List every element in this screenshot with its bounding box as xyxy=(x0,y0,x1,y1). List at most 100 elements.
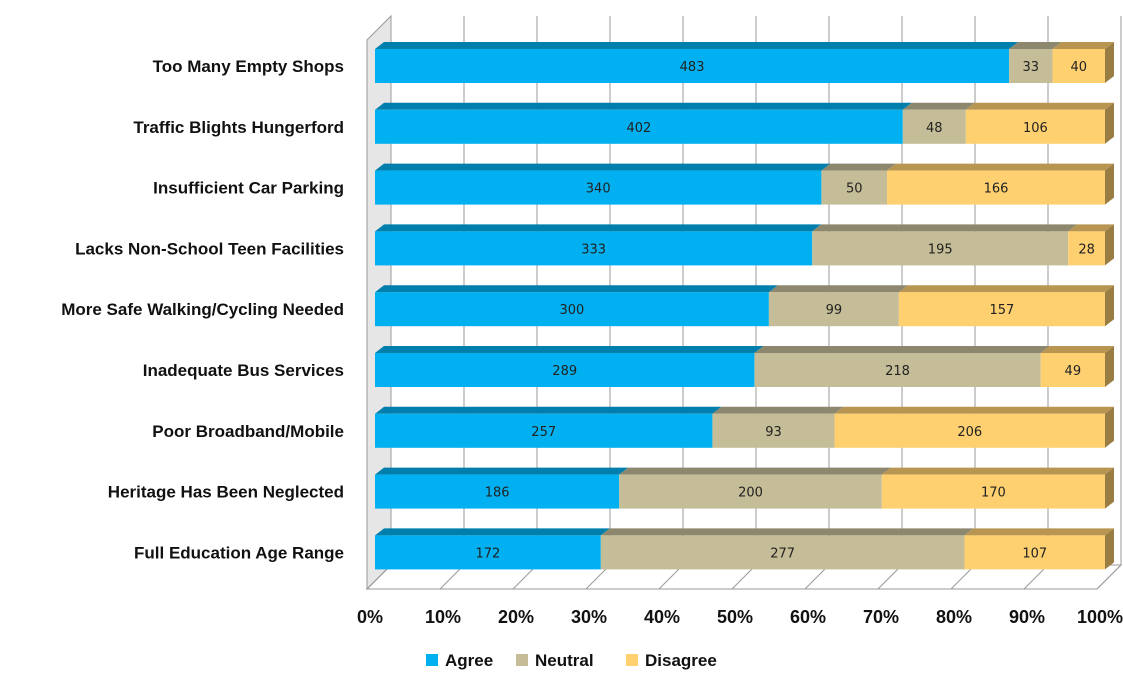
category-label: Too Many Empty Shops xyxy=(153,57,344,76)
bar-inadequate-bus-services-agree-top xyxy=(375,346,764,353)
bar-row-more-safe-walking-cycling-needed: 300 99 157 xyxy=(375,285,1114,327)
legend-label: Neutral xyxy=(535,651,594,670)
x-tick-label: 0% xyxy=(357,607,383,627)
bar-full-education-age-range-neutral-front xyxy=(600,535,965,570)
data-label: 195 xyxy=(928,242,953,257)
bar-too-many-empty-shops-disagree-side xyxy=(1105,42,1114,83)
category-label: Poor Broadband/Mobile xyxy=(152,422,344,441)
bar-inadequate-bus-services-neutral-top xyxy=(754,346,1050,353)
bar-poor-broadband-mobile-disagree: 206 xyxy=(834,406,1114,448)
bar-lacks-non-school-teen-facilities-agree-front xyxy=(375,231,813,266)
data-label: 200 xyxy=(738,486,763,501)
bar-more-safe-walking-cycling-needed-agree-top xyxy=(375,285,778,293)
data-label: 166 xyxy=(984,182,1009,197)
category-label: Lacks Non-School Teen Facilities xyxy=(75,239,344,258)
data-label: 186 xyxy=(485,486,510,501)
bar-too-many-empty-shops-disagree: 40 xyxy=(1052,42,1114,83)
bar-poor-broadband-mobile-disagree-front xyxy=(834,413,1105,448)
category-label: Full Education Age Range xyxy=(134,543,344,562)
bar-more-safe-walking-cycling-needed-neutral: 99 xyxy=(768,285,908,327)
bar-lacks-non-school-teen-facilities-neutral: 195 xyxy=(812,224,1078,266)
bar-row-poor-broadband-mobile: 257 93 206 xyxy=(375,406,1114,448)
legend-item-disagree: Disagree xyxy=(626,651,717,670)
data-label: 48 xyxy=(926,121,943,136)
x-tick-label: 70% xyxy=(863,607,899,627)
bar-full-education-age-range-disagree-front xyxy=(964,535,1105,570)
bar-insufficient-car-parking-neutral: 50 xyxy=(821,163,897,205)
x-axis-tick-labels: 0% 10% 20% 30% 40% 50% 60% 70% 80% 90% 100% xyxy=(357,607,1123,627)
bar-insufficient-car-parking-agree: 340 xyxy=(375,163,831,205)
bar-row-insufficient-car-parking: 340 50 166 xyxy=(375,163,1114,205)
data-label: 483 xyxy=(680,60,705,75)
bar-lacks-non-school-teen-facilities-disagree-side xyxy=(1105,224,1114,266)
bar-inadequate-bus-services-neutral-front xyxy=(754,353,1041,387)
bar-heritage-has-been-neglected-disagree: 170 xyxy=(881,467,1114,509)
bar-full-education-age-range-neutral-top xyxy=(600,528,974,536)
bar-traffic-blights-hungerford-neutral-front xyxy=(902,109,966,144)
bar-insufficient-car-parking-disagree-front xyxy=(887,170,1105,205)
data-label: 107 xyxy=(1022,546,1047,561)
bar-lacks-non-school-teen-facilities-disagree-front xyxy=(1068,231,1105,266)
legend: Agree Neutral Disagree xyxy=(426,651,717,670)
bar-row-too-many-empty-shops: 483 33 40 xyxy=(375,42,1114,83)
x-tick-label: 40% xyxy=(644,607,680,627)
data-label: 50 xyxy=(846,182,863,197)
bar-full-education-age-range-disagree-top xyxy=(964,528,1114,536)
bar-insufficient-car-parking-agree-top xyxy=(375,163,831,171)
bar-traffic-blights-hungerford-disagree-top xyxy=(965,102,1114,110)
bar-inadequate-bus-services-agree: 289 xyxy=(375,346,764,387)
bar-heritage-has-been-neglected-agree: 186 xyxy=(375,467,629,509)
data-label: 218 xyxy=(885,364,910,379)
data-label: 99 xyxy=(826,303,843,318)
x-tick-label: 30% xyxy=(571,607,607,627)
x-tick-label: 50% xyxy=(717,607,753,627)
legend-item-neutral: Neutral xyxy=(516,651,594,670)
data-label: 277 xyxy=(770,546,795,561)
bar-insufficient-car-parking-agree-front xyxy=(375,170,822,205)
bar-poor-broadband-mobile-agree: 257 xyxy=(375,406,722,448)
category-labels: Too Many Empty Shops Traffic Blights Hung… xyxy=(61,57,344,562)
bar-more-safe-walking-cycling-needed-agree-front xyxy=(375,292,769,327)
data-label: 289 xyxy=(552,364,577,379)
bar-inadequate-bus-services-disagree: 49 xyxy=(1040,346,1114,387)
x-tick-label: 90% xyxy=(1009,607,1045,627)
bar-full-education-age-range-disagree: 107 xyxy=(964,528,1114,570)
bar-poor-broadband-mobile-neutral-front xyxy=(712,413,835,448)
bar-inadequate-bus-services-neutral: 218 xyxy=(754,346,1050,387)
bar-insufficient-car-parking-neutral-front xyxy=(821,170,888,205)
bar-full-education-age-range-agree-top xyxy=(375,528,610,536)
bar-full-education-age-range-agree-front xyxy=(375,535,601,570)
bar-too-many-empty-shops-agree: 483 xyxy=(375,42,1019,83)
bar-heritage-has-been-neglected-disagree-front xyxy=(881,474,1105,509)
bar-insufficient-car-parking-disagree: 166 xyxy=(887,163,1114,205)
bar-too-many-empty-shops-neutral-front xyxy=(1009,49,1053,83)
category-label: More Safe Walking/Cycling Needed xyxy=(61,300,344,319)
x-tick-label: 80% xyxy=(936,607,972,627)
bar-full-education-age-range-agree: 172 xyxy=(375,528,610,570)
bar-more-safe-walking-cycling-needed-neutral-front xyxy=(768,292,899,327)
bar-poor-broadband-mobile-disagree-top xyxy=(834,406,1114,414)
bar-traffic-blights-hungerford-disagree-front xyxy=(965,109,1105,144)
bar-inadequate-bus-services-disagree-front xyxy=(1040,353,1105,387)
bar-too-many-empty-shops-disagree-top xyxy=(1052,42,1114,49)
bar-more-safe-walking-cycling-needed-disagree-top xyxy=(898,285,1114,293)
bar-traffic-blights-hungerford-agree-front xyxy=(375,109,903,144)
data-label: 106 xyxy=(1023,121,1048,136)
legend-swatch xyxy=(626,654,638,666)
data-label: 157 xyxy=(990,303,1015,318)
bar-row-lacks-non-school-teen-facilities: 333 195 28 xyxy=(375,224,1114,266)
bar-lacks-non-school-teen-facilities-disagree-top xyxy=(1068,224,1114,232)
bar-more-safe-walking-cycling-needed-disagree: 157 xyxy=(898,285,1114,327)
bar-traffic-blights-hungerford-agree: 402 xyxy=(375,102,912,144)
data-label: 49 xyxy=(1065,364,1082,379)
data-label: 40 xyxy=(1070,60,1087,75)
bar-row-heritage-has-been-neglected: 186 200 170 xyxy=(375,467,1114,509)
category-label: Traffic Blights Hungerford xyxy=(133,118,344,137)
bar-heritage-has-been-neglected-neutral-front xyxy=(619,474,882,509)
legend-swatch xyxy=(516,654,528,666)
bar-row-full-education-age-range: 172 277 107 xyxy=(375,528,1114,570)
data-label: 28 xyxy=(1078,242,1095,257)
gridline-floor-10 xyxy=(1096,564,1122,590)
bar-inadequate-bus-services-disagree-top xyxy=(1040,346,1114,353)
